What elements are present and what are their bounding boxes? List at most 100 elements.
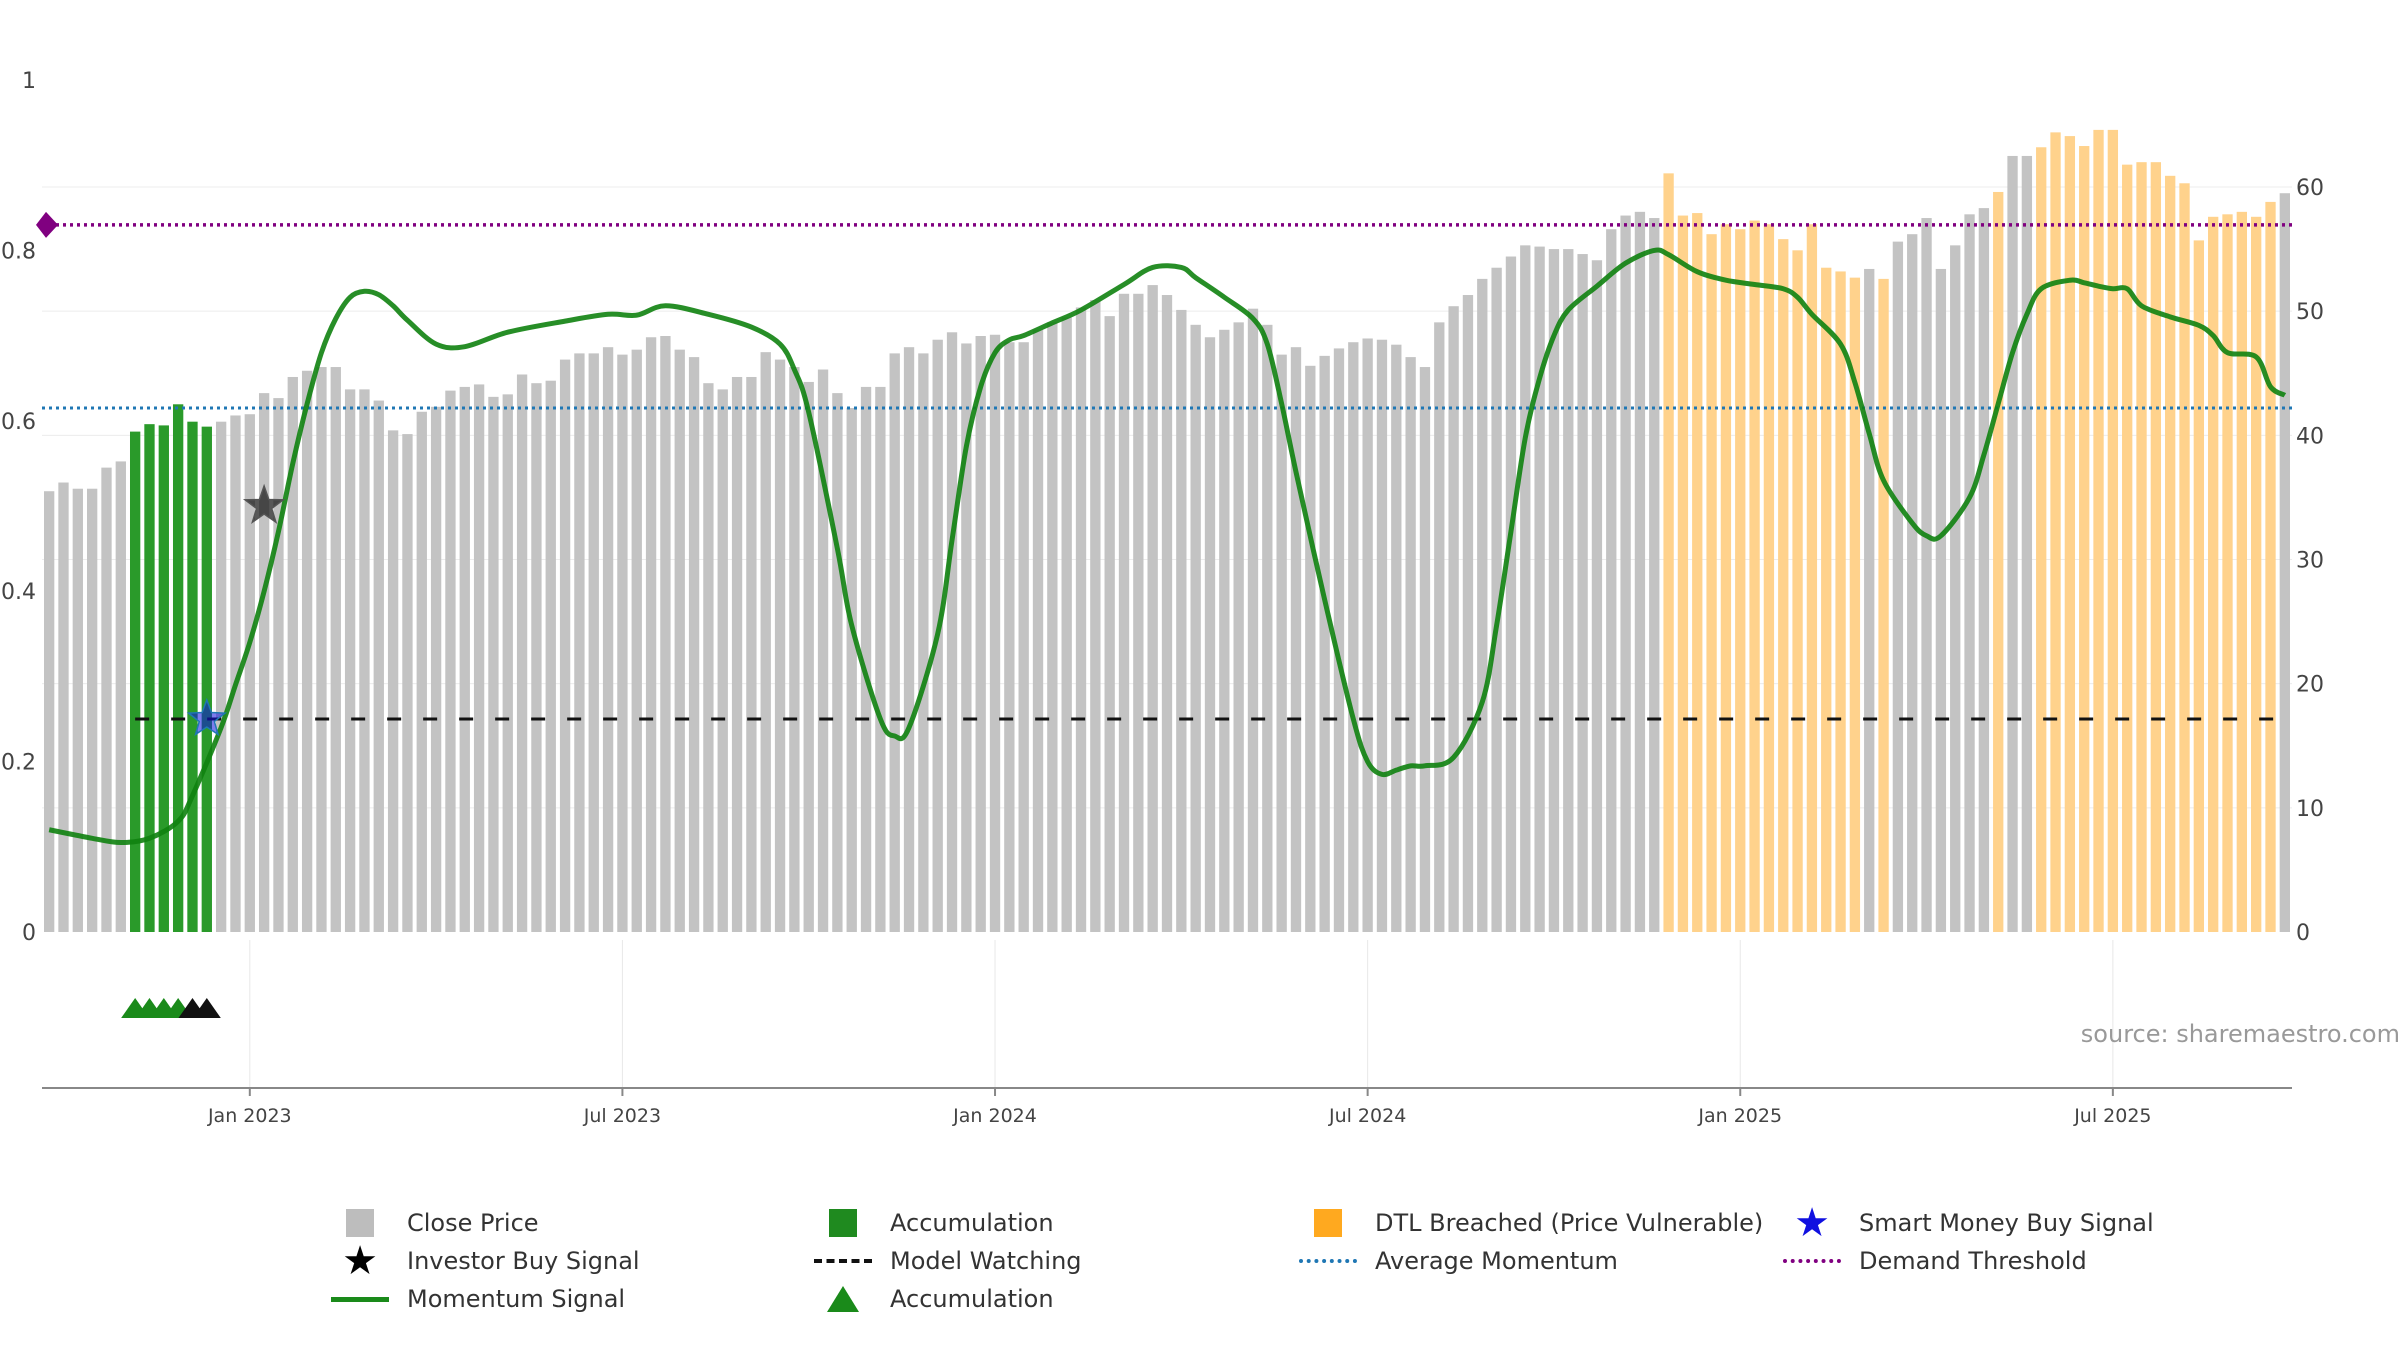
bar-close (373, 400, 384, 933)
bar-close (1305, 365, 1316, 932)
bar-close (1161, 295, 1173, 932)
bar-close (1333, 348, 1345, 933)
bar-close (2007, 155, 2018, 933)
bar-close (860, 386, 872, 932)
bar-close (316, 367, 327, 933)
legend-label: Smart Money Buy Signal (1859, 1209, 2154, 1237)
legend-average-momentum[interactable]: Average Momentum (1293, 1243, 1618, 1279)
bar-close (1090, 299, 1101, 932)
bar-close (531, 383, 542, 932)
bar-close (1462, 295, 1474, 932)
bar-close (731, 376, 743, 933)
legend-model-watching[interactable]: Model Watching (808, 1243, 1082, 1279)
bar-dtl (2222, 214, 2233, 933)
bar-close (215, 421, 227, 932)
legend-label: Demand Threshold (1859, 1247, 2087, 1275)
bar-close (1176, 309, 1187, 932)
bar-close (1520, 245, 1531, 932)
bar-close (258, 393, 270, 932)
bar-close (1491, 267, 1502, 932)
smart-money-buy-signal-star (186, 697, 227, 737)
bar-close (660, 336, 671, 932)
star-icon: ★ (1794, 1200, 1830, 1246)
bar-close (488, 396, 499, 932)
left-axis-tick: 0.4 (1, 580, 36, 605)
bar-close (502, 394, 513, 932)
legend-momentum-signal[interactable]: Momentum Signal (325, 1281, 625, 1317)
triangle-icon (827, 1286, 859, 1312)
bar-close (688, 357, 700, 932)
legend-label: Accumulation (890, 1209, 1054, 1237)
bar-close (387, 430, 399, 932)
bar-close (1247, 308, 1259, 932)
left-axis-tick: 0.8 (1, 239, 36, 264)
bar-close (588, 353, 599, 933)
bar-close (115, 461, 126, 932)
x-axis-tick-label: Jul 2024 (1328, 1105, 1406, 1127)
legend-dtl-breached[interactable]: DTL Breached (Price Vulnerable) (1293, 1205, 1763, 1241)
bar-close (2021, 155, 2033, 933)
bar-close (344, 389, 356, 932)
bar-close (1950, 245, 1961, 932)
bar-close (817, 369, 829, 932)
bar-close (230, 415, 241, 932)
bar-dtl (2265, 201, 2276, 932)
bar-close (1391, 344, 1402, 933)
legend-investor-buy[interactable]: ★ Investor Buy Signal (325, 1238, 640, 1284)
bar-dtl (2179, 183, 2190, 932)
bar-close (574, 353, 585, 933)
bar-close (1548, 249, 1560, 933)
bar-close (746, 376, 757, 933)
bar-close (1606, 229, 1617, 932)
bar-close (1004, 342, 1015, 932)
star-icon: ★ (342, 1238, 378, 1284)
bar-close (72, 488, 83, 932)
bar-dtl (1763, 224, 1775, 932)
bar-close (459, 386, 470, 932)
bar-close (1634, 211, 1646, 933)
legend-accumulation-bar[interactable]: Accumulation (808, 1205, 1054, 1241)
bar-dtl (2107, 129, 2119, 933)
bar-close (559, 359, 571, 932)
bar-close (1276, 354, 1287, 932)
bar-close (1262, 324, 1273, 932)
bar-dtl (1720, 224, 1732, 932)
legend-close-price[interactable]: Close Price (325, 1205, 539, 1241)
bar-close (889, 353, 900, 933)
right-axis-tick: 20 (2296, 673, 2324, 698)
bar-close (1405, 357, 1416, 932)
legend-label: Close Price (407, 1209, 539, 1237)
close-price-swatch (346, 1209, 374, 1237)
bar-close (1620, 215, 1631, 932)
legend-smart-money[interactable]: ★ Smart Money Buy Signal (1777, 1200, 2154, 1246)
bar-close (1233, 322, 1244, 932)
bar-dtl (2093, 129, 2104, 933)
bar-close (402, 434, 413, 932)
bar-close (1935, 268, 1947, 932)
legend-demand-threshold[interactable]: Demand Threshold (1777, 1243, 2087, 1279)
bar-close (760, 352, 771, 932)
momentum-signal-line (48, 247, 2287, 846)
bar-close (803, 381, 814, 933)
bar-close (473, 384, 485, 932)
bar-close (1219, 329, 1230, 933)
bar-dtl (1835, 271, 1846, 932)
bar-dtl (2236, 211, 2247, 933)
bar-close (1505, 256, 1517, 932)
bar-close (1348, 342, 1359, 932)
bar-close (58, 482, 69, 932)
right-axis-tick: 50 (2296, 300, 2324, 325)
bar-close (703, 383, 714, 932)
bar-close (1204, 337, 1216, 932)
left-axis-tick: 0.2 (1, 751, 36, 776)
signal-lines (36, 211, 2292, 846)
bar-dtl (1792, 250, 1803, 932)
bar-dtl (2251, 216, 2262, 933)
bar-close (445, 390, 456, 933)
bar-dtl (2193, 240, 2205, 932)
legend-accumulation-marker[interactable]: Accumulation (808, 1281, 1054, 1317)
x-axis-tick-label: Jul 2025 (2073, 1105, 2151, 1127)
x-axis-tick-label: Jan 2025 (1697, 1105, 1782, 1127)
bar-close (631, 349, 642, 932)
